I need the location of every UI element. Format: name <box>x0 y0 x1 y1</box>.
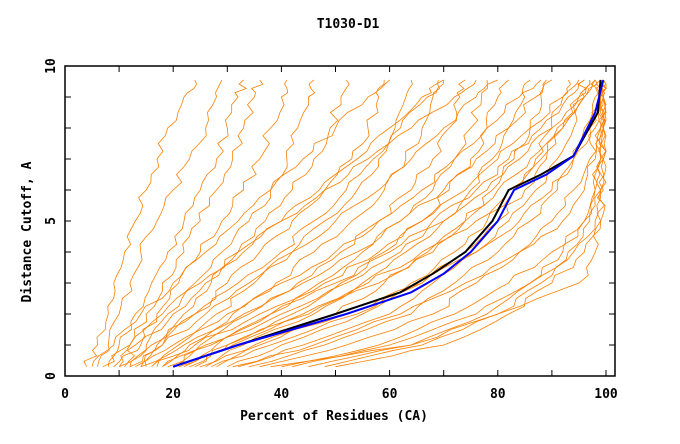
y-tick-label: 0 <box>44 372 59 380</box>
model-curve-9 <box>162 79 441 368</box>
highlight-curve-blue <box>172 79 605 368</box>
model-curve-16 <box>238 79 591 368</box>
tick-labels: 0 20 40 60 80 100 0 5 10 <box>44 58 618 402</box>
model-curve-0 <box>83 79 198 367</box>
model-curve-24 <box>135 79 542 368</box>
model-curve-25 <box>151 79 580 367</box>
x-tick-label: 60 <box>382 387 398 402</box>
model-curve-32 <box>118 79 445 368</box>
model-curve-2 <box>107 79 248 367</box>
model-curve-1 <box>97 79 223 367</box>
model-curve-29 <box>178 79 596 368</box>
model-curve-27 <box>102 79 477 368</box>
model-curve-8 <box>156 79 413 367</box>
x-tick-label: 40 <box>274 387 290 402</box>
model-curve-37 <box>232 79 607 368</box>
axis-ticks <box>64 65 615 377</box>
plot-frame <box>64 65 616 377</box>
y-tick-label: 5 <box>44 217 59 225</box>
x-axis-label: Percent of Residues (CA) <box>240 409 428 424</box>
model-curve-6 <box>140 79 350 367</box>
x-tick-label: 0 <box>61 387 69 402</box>
model-curve-38 <box>292 79 607 368</box>
model-curve-4 <box>124 79 289 367</box>
model-curve-28 <box>167 79 591 368</box>
chart-title: T1030-D1 <box>317 17 380 32</box>
model-curve-26 <box>91 79 390 367</box>
model-curve-15 <box>227 79 572 368</box>
model-curves <box>83 79 607 368</box>
y-axis-label: Distance Cutoff, A <box>20 161 35 302</box>
model-curve-3 <box>118 79 264 367</box>
x-tick-label: 80 <box>490 387 506 402</box>
y-tick-label: 10 <box>44 58 59 74</box>
model-curve-39 <box>324 79 607 368</box>
model-curve-5 <box>129 79 316 367</box>
model-curve-19 <box>281 79 605 368</box>
model-curve-31 <box>129 79 498 368</box>
model-curve-17 <box>248 79 600 368</box>
model-curve-35 <box>189 79 598 368</box>
model-curve-18 <box>259 79 604 368</box>
x-tick-label: 20 <box>165 387 181 402</box>
x-tick-label: 100 <box>594 387 618 402</box>
highlight-curves <box>172 79 605 368</box>
model-curve-33 <box>140 79 553 368</box>
model-curve-34 <box>162 79 585 367</box>
model-curve-36 <box>210 79 607 368</box>
highlight-curve-black <box>172 79 602 368</box>
model-curve-21 <box>335 79 607 368</box>
model-curve-30 <box>200 79 588 368</box>
